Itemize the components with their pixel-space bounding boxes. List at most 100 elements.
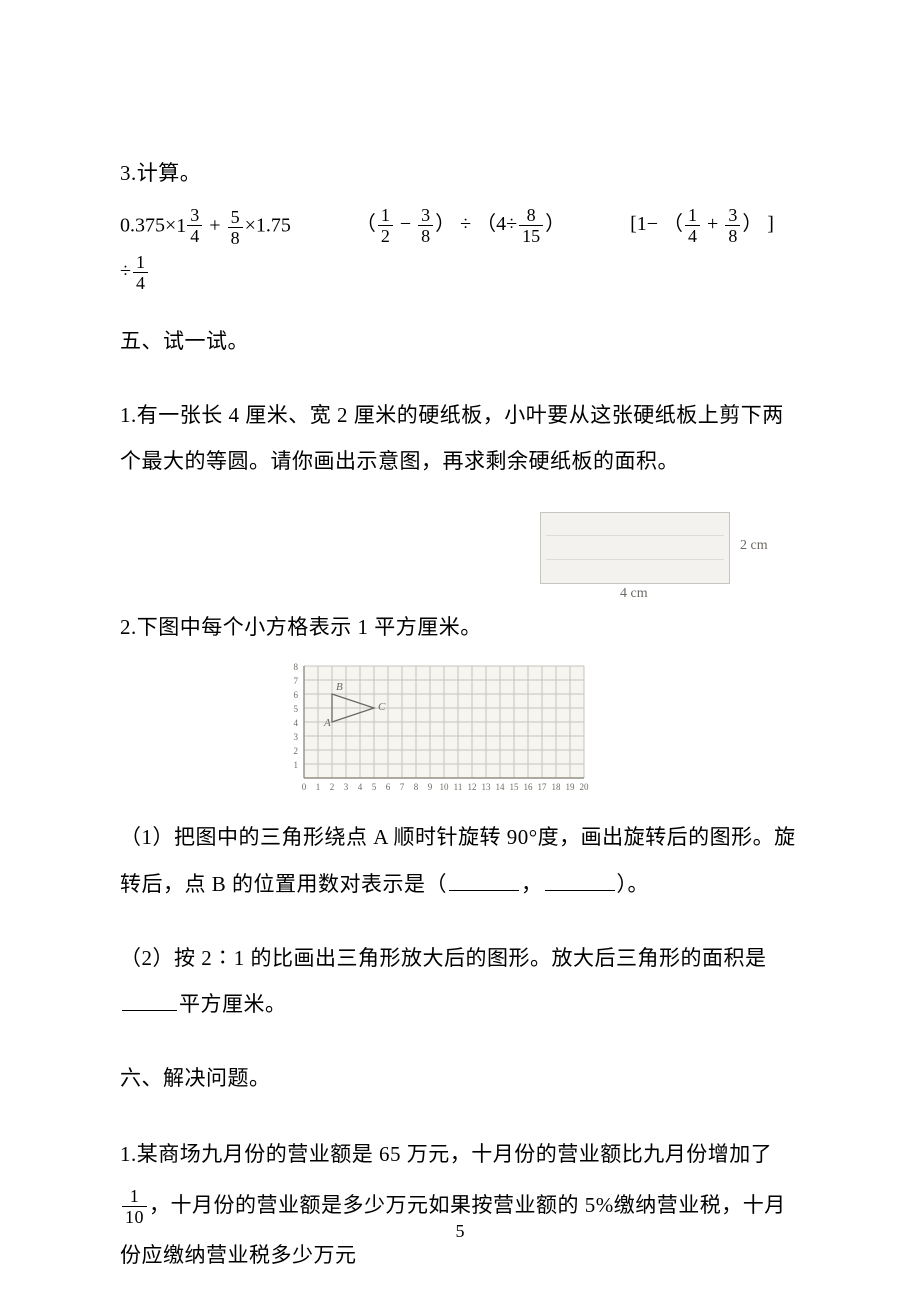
svg-text:10: 10 [440,782,450,792]
blank-coord-x[interactable] [449,869,519,891]
rect-height-label: 2 cm [740,538,768,554]
svg-text:8: 8 [294,662,299,672]
eq1-mixed-whole: 1 [176,214,186,238]
rect-inner-line-2 [546,559,724,560]
eq2-text-b: − [395,213,416,235]
svg-text:4: 4 [294,718,299,728]
eq1-frac2: 58 [228,208,243,247]
svg-text:B: B [336,681,343,693]
svg-text:5: 5 [372,782,377,792]
svg-text:2: 2 [330,782,335,792]
eq3-f1-den: 4 [685,226,700,245]
eq2-frac3: 815 [519,206,543,245]
equation-2: （12 − 38） ÷ （4÷815） [356,206,565,245]
section-6-heading: 六、解决问题。 [120,1055,800,1101]
svg-text:7: 7 [294,676,299,686]
eq1-mixed-frac: 34 [187,206,202,245]
svg-text:7: 7 [400,782,405,792]
svg-text:1: 1 [294,760,299,770]
equation-3: [1− （14 + 38） ] [630,206,774,245]
s5-q2-part1: （1）把图中的三角形绕点 A 顺时针旋转 90°度，画出旋转后的图形。旋转后，点… [120,814,800,906]
svg-text:6: 6 [294,690,299,700]
eq3-text-b: + [702,213,723,235]
s5-q1-text: 1.有一张长 4 厘米、宽 2 厘米的硬纸板，小叶要从这张硬纸板上剪下两个最大的… [120,392,800,484]
eq1-f2-num: 5 [228,208,243,228]
s6-q1-frac-num: 1 [122,1187,147,1207]
svg-text:19: 19 [566,782,576,792]
grid-figure: 0123456789101112131415161718192012345678… [280,660,800,796]
grid-svg: 0123456789101112131415161718192012345678… [280,660,590,796]
svg-text:9: 9 [428,782,433,792]
s5-q2-p1-b: ， [521,872,543,896]
svg-text:4: 4 [358,782,363,792]
equation-3-continued: ÷14 [120,253,800,292]
q3-equations: 0.375×134 + 58×1.75 （12 − 38） ÷ （4÷815） … [120,206,800,246]
s5-q2-title: 2.下图中每个小方格表示 1 平方厘米。 [120,604,800,650]
svg-text:11: 11 [454,782,463,792]
eq3-f1-num: 1 [685,206,700,226]
svg-text:20: 20 [580,782,590,792]
svg-text:3: 3 [294,732,299,742]
eq2-f1-num: 1 [378,206,393,226]
svg-text:1: 1 [316,782,321,792]
s6-q1-a: 1.某商场九月份的营业额是 65 万元，十月份的营业额比九月份增加了 [120,1142,772,1166]
equation-1: 0.375×134 + 58×1.75 [120,206,291,246]
eq1-text-a: 0.375× [120,215,176,237]
eq2-text-c: ） ÷ （4÷ [435,213,517,235]
rect-inner-line-1 [546,535,724,536]
rectangle-box [540,512,730,584]
eq3-frac1: 14 [685,206,700,245]
eq2-f2-num: 3 [418,206,433,226]
eq2-frac1: 12 [378,206,393,245]
svg-text:A: A [323,717,331,729]
eq2-f3-num: 8 [519,206,543,226]
svg-text:6: 6 [386,782,391,792]
svg-text:C: C [378,701,386,713]
page-number: 5 [0,1221,920,1242]
eq1-mixed-num: 3 [187,206,202,226]
svg-text:5: 5 [294,704,299,714]
eq2-text-d: ） [545,213,565,235]
section-5-heading: 五、试一试。 [120,318,800,364]
eq1-f2-den: 8 [228,228,243,247]
s6-q1: 1.某商场九月份的营业额是 65 万元，十月份的营业额比九月份增加了110，十月… [120,1129,800,1280]
s5-q2-p2-b: 平方厘米。 [179,992,287,1016]
page: 3.计算。 0.375×134 + 58×1.75 （12 − 38） ÷ （4… [0,0,920,1302]
svg-text:8: 8 [414,782,419,792]
eq1-text-b: + [204,215,225,237]
eq3-cont-num: 1 [133,253,148,273]
rectangle-figure: 2 cm 4 cm [540,512,790,584]
eq3-f2-den: 8 [725,226,740,245]
eq2-f3-den: 15 [519,226,543,245]
spacer [120,292,800,318]
blank-coord-y[interactable] [545,869,615,891]
eq2-f2-den: 8 [418,226,433,245]
svg-text:2: 2 [294,746,299,756]
blank-area[interactable] [122,989,177,1011]
svg-text:12: 12 [468,782,477,792]
svg-text:3: 3 [344,782,349,792]
eq3-cont-a: ÷ [120,260,131,282]
svg-text:13: 13 [482,782,492,792]
rect-width-label: 4 cm [620,586,648,602]
eq1-mixed-den: 4 [187,226,202,245]
eq2-text-a: （ [356,213,376,235]
eq3-f2-num: 3 [725,206,740,226]
svg-text:16: 16 [524,782,534,792]
eq2-f1-den: 2 [378,226,393,245]
s5-q2-p1-c: ）。 [617,872,650,896]
eq3-text-c: ） ] [742,213,774,235]
s5-q2-p2-a: （2）按 2∶1 的比画出三角形放大后的图形。放大后三角形的面积是 [120,946,767,970]
svg-text:18: 18 [552,782,562,792]
eq3-cont-den: 4 [133,273,148,292]
eq3-text-a: [1− （ [630,213,683,235]
eq3-frac2: 38 [725,206,740,245]
svg-text:14: 14 [496,782,506,792]
q3-title: 3.计算。 [120,150,800,196]
eq2-frac2: 38 [418,206,433,245]
svg-text:0: 0 [302,782,307,792]
eq1-mixed: 134 [176,206,204,245]
eq1-text-c: ×1.75 [245,215,291,237]
eq3-cont-frac: 14 [133,253,148,292]
s5-q2-part2: （2）按 2∶1 的比画出三角形放大后的图形。放大后三角形的面积是平方厘米。 [120,935,800,1027]
